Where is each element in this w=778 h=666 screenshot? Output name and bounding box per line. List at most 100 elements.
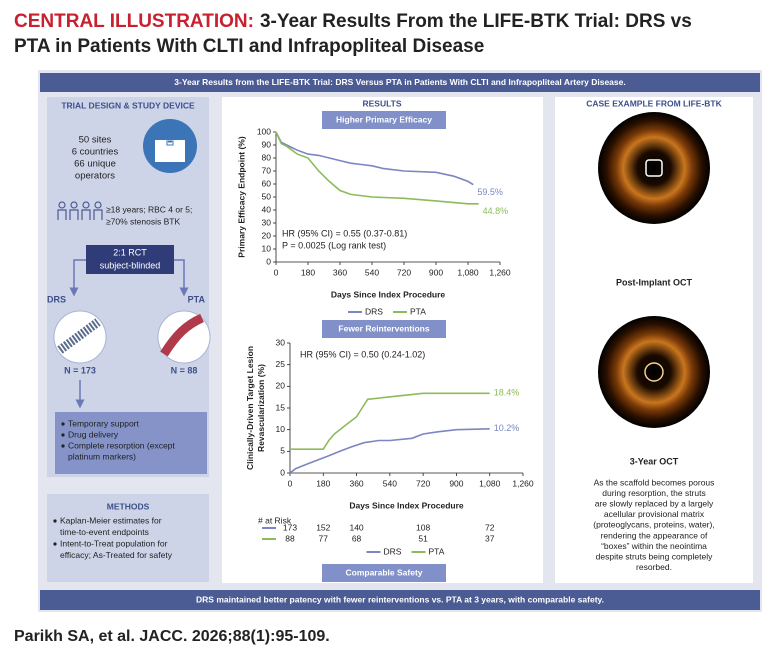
x-tick-label: 900 [429,267,443,277]
at-risk-value: 88 [285,533,295,543]
at-risk-label: # at Risk [258,515,292,525]
y-tick-label: 0 [266,256,271,266]
criteria-text: ≥70% stenosis BTK [106,216,180,226]
people-icon [57,201,103,220]
oct-lumen [644,362,664,382]
oct-lumen [645,159,663,177]
heading: RESULTS [362,98,401,108]
criteria-text: ≥18 years; RBC 4 or 5; [106,204,192,214]
oct-image [598,112,710,224]
section-banner-text: Fewer Reinterventions [338,323,429,333]
y-tick-label: 20 [262,230,272,240]
title: CENTRAL ILLUSTRATION: 3-Year Results From… [14,11,692,32]
balloon [160,313,204,357]
y-tick-label: 20 [276,381,286,391]
paragraph: despite struts being completely [596,551,713,561]
paragraph: acellular provisional matrix [604,509,705,519]
arrow [174,259,189,297]
banner: 3-Year Results from the LIFE-BTK Trial: … [174,77,625,87]
series-line [275,131,474,186]
feature-text: Drug delivery [68,429,119,439]
x-tick-label: 0 [288,478,293,488]
y-tick-label: 10 [262,243,272,253]
at-risk-value: 51 [418,533,428,543]
y-axis-label: Revascularization (%) [256,364,266,452]
method-text: time-to-event endpoints [60,527,149,537]
x-tick-label: 1,260 [489,267,511,277]
y-axis-label: Clinically-Driven Target Lesion [245,346,255,470]
footer-bar [40,590,760,610]
y-tick-label: 30 [262,217,272,227]
y-tick-label: 60 [262,178,272,188]
x-tick-label: 360 [349,478,363,488]
paragraph: during resorption, the struts [602,488,705,498]
x-tick-label: 180 [316,478,330,488]
paragraph: “boxes” within the neointima [601,541,707,551]
paragraph: rendering the appearance of [601,530,708,540]
method-text: Kaplan-Meier estimates for [60,515,162,525]
section-banner [322,564,446,582]
section-banner [322,111,446,129]
y-tick-label: 15 [276,402,286,412]
feature-text: Complete resorption (except [68,440,175,450]
at-risk-value: 173 [283,522,297,532]
end-label: 10.2% [494,423,520,433]
bullet [61,422,65,426]
at-risk-value: 108 [416,522,430,532]
title-label: CENTRAL ILLUSTRATION: [14,11,254,32]
title: PTA in Patients With CLTI and Infrapopli… [14,36,484,57]
arrow [69,259,86,297]
at-risk-value: 72 [485,522,495,532]
arm-name: PTA [188,294,206,304]
x-tick-label: 1,080 [457,267,479,277]
x-tick-label: 540 [383,478,397,488]
y-tick-label: 100 [257,126,271,136]
annotation: P = 0.0025 (Log rank test) [282,240,386,250]
paragraph: (proteoglycans, proteins, water), [593,520,714,530]
x-tick-label: 900 [449,478,463,488]
y-tick-label: 70 [262,165,272,175]
legend-label: DRS [365,306,383,316]
methods-panel [47,494,209,582]
series-line [275,131,479,205]
bullet [53,542,57,546]
features-box [55,412,207,474]
x-tick-label: 1,080 [479,478,501,488]
end-label: 18.4% [494,388,520,398]
sites-text: operators [75,171,115,182]
oct-image [598,316,710,428]
at-risk-value: 77 [319,533,329,543]
heading: CASE EXAMPLE FROM LIFE-BTK [586,98,722,108]
y-tick-label: 30 [276,337,286,347]
results-panel [222,97,543,583]
y-tick-label: 10 [276,424,286,434]
rct-box [86,245,174,274]
y-tick-label: 40 [262,204,272,214]
heading: METHODS [107,501,150,511]
paragraph: As the scaffold becomes porous [594,477,715,487]
stent [57,318,101,354]
stent-icon [53,310,107,364]
sites-text: 66 unique [74,159,116,170]
at-risk-value: 68 [352,533,362,543]
x-tick-label: 720 [416,478,430,488]
y-tick-label: 80 [262,152,272,162]
feature-text: platinum markers) [68,451,136,461]
legend-label: DRS [384,546,402,556]
banner-bar [40,73,760,92]
citation: Parikh SA, et al. JACC. 2026;88(1):95-10… [14,628,330,645]
y-tick-label: 50 [262,191,272,201]
arm-n: N = 173 [64,365,96,375]
bullet [53,519,57,523]
end-label: 59.5% [477,187,503,197]
at-risk-value: 140 [349,522,363,532]
section-banner-text: Comparable Safety [346,567,423,577]
y-tick-label: 0 [280,467,285,477]
paragraph: are slowly replaced by a largely [595,498,714,508]
bullet [61,444,65,448]
x-tick-label: 180 [301,267,315,277]
x-axis-label: Days Since Index Procedure [331,289,446,299]
y-axis-label: Primary Efficacy Endpoint (%) [236,136,246,258]
